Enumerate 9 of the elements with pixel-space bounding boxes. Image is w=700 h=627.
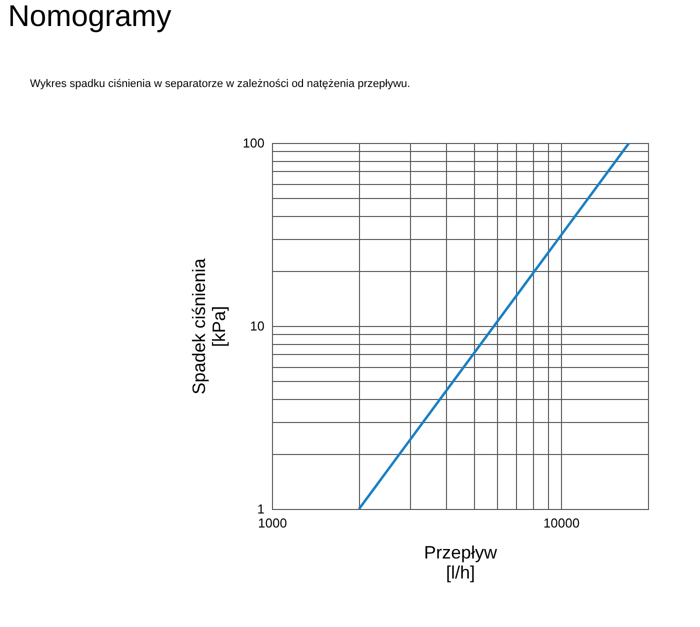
- x-axis-title: Przepływ [l/h]: [424, 542, 498, 582]
- chart-subtitle: Wykres spadku ciśnienia w separatorze w zależności od natężenia przepływu.: [30, 78, 410, 90]
- y-axis-title: Spadek ciśnienia [kPa]: [188, 257, 229, 395]
- chart-title: Nomogramy: [8, 0, 172, 33]
- x-tick-label: 10000: [543, 516, 580, 530]
- x-tick-label: 1000: [258, 516, 287, 530]
- y-tick-label: 100: [242, 136, 264, 150]
- y-tick-label: 1: [257, 502, 264, 516]
- y-tick-label: 10: [250, 318, 264, 334]
